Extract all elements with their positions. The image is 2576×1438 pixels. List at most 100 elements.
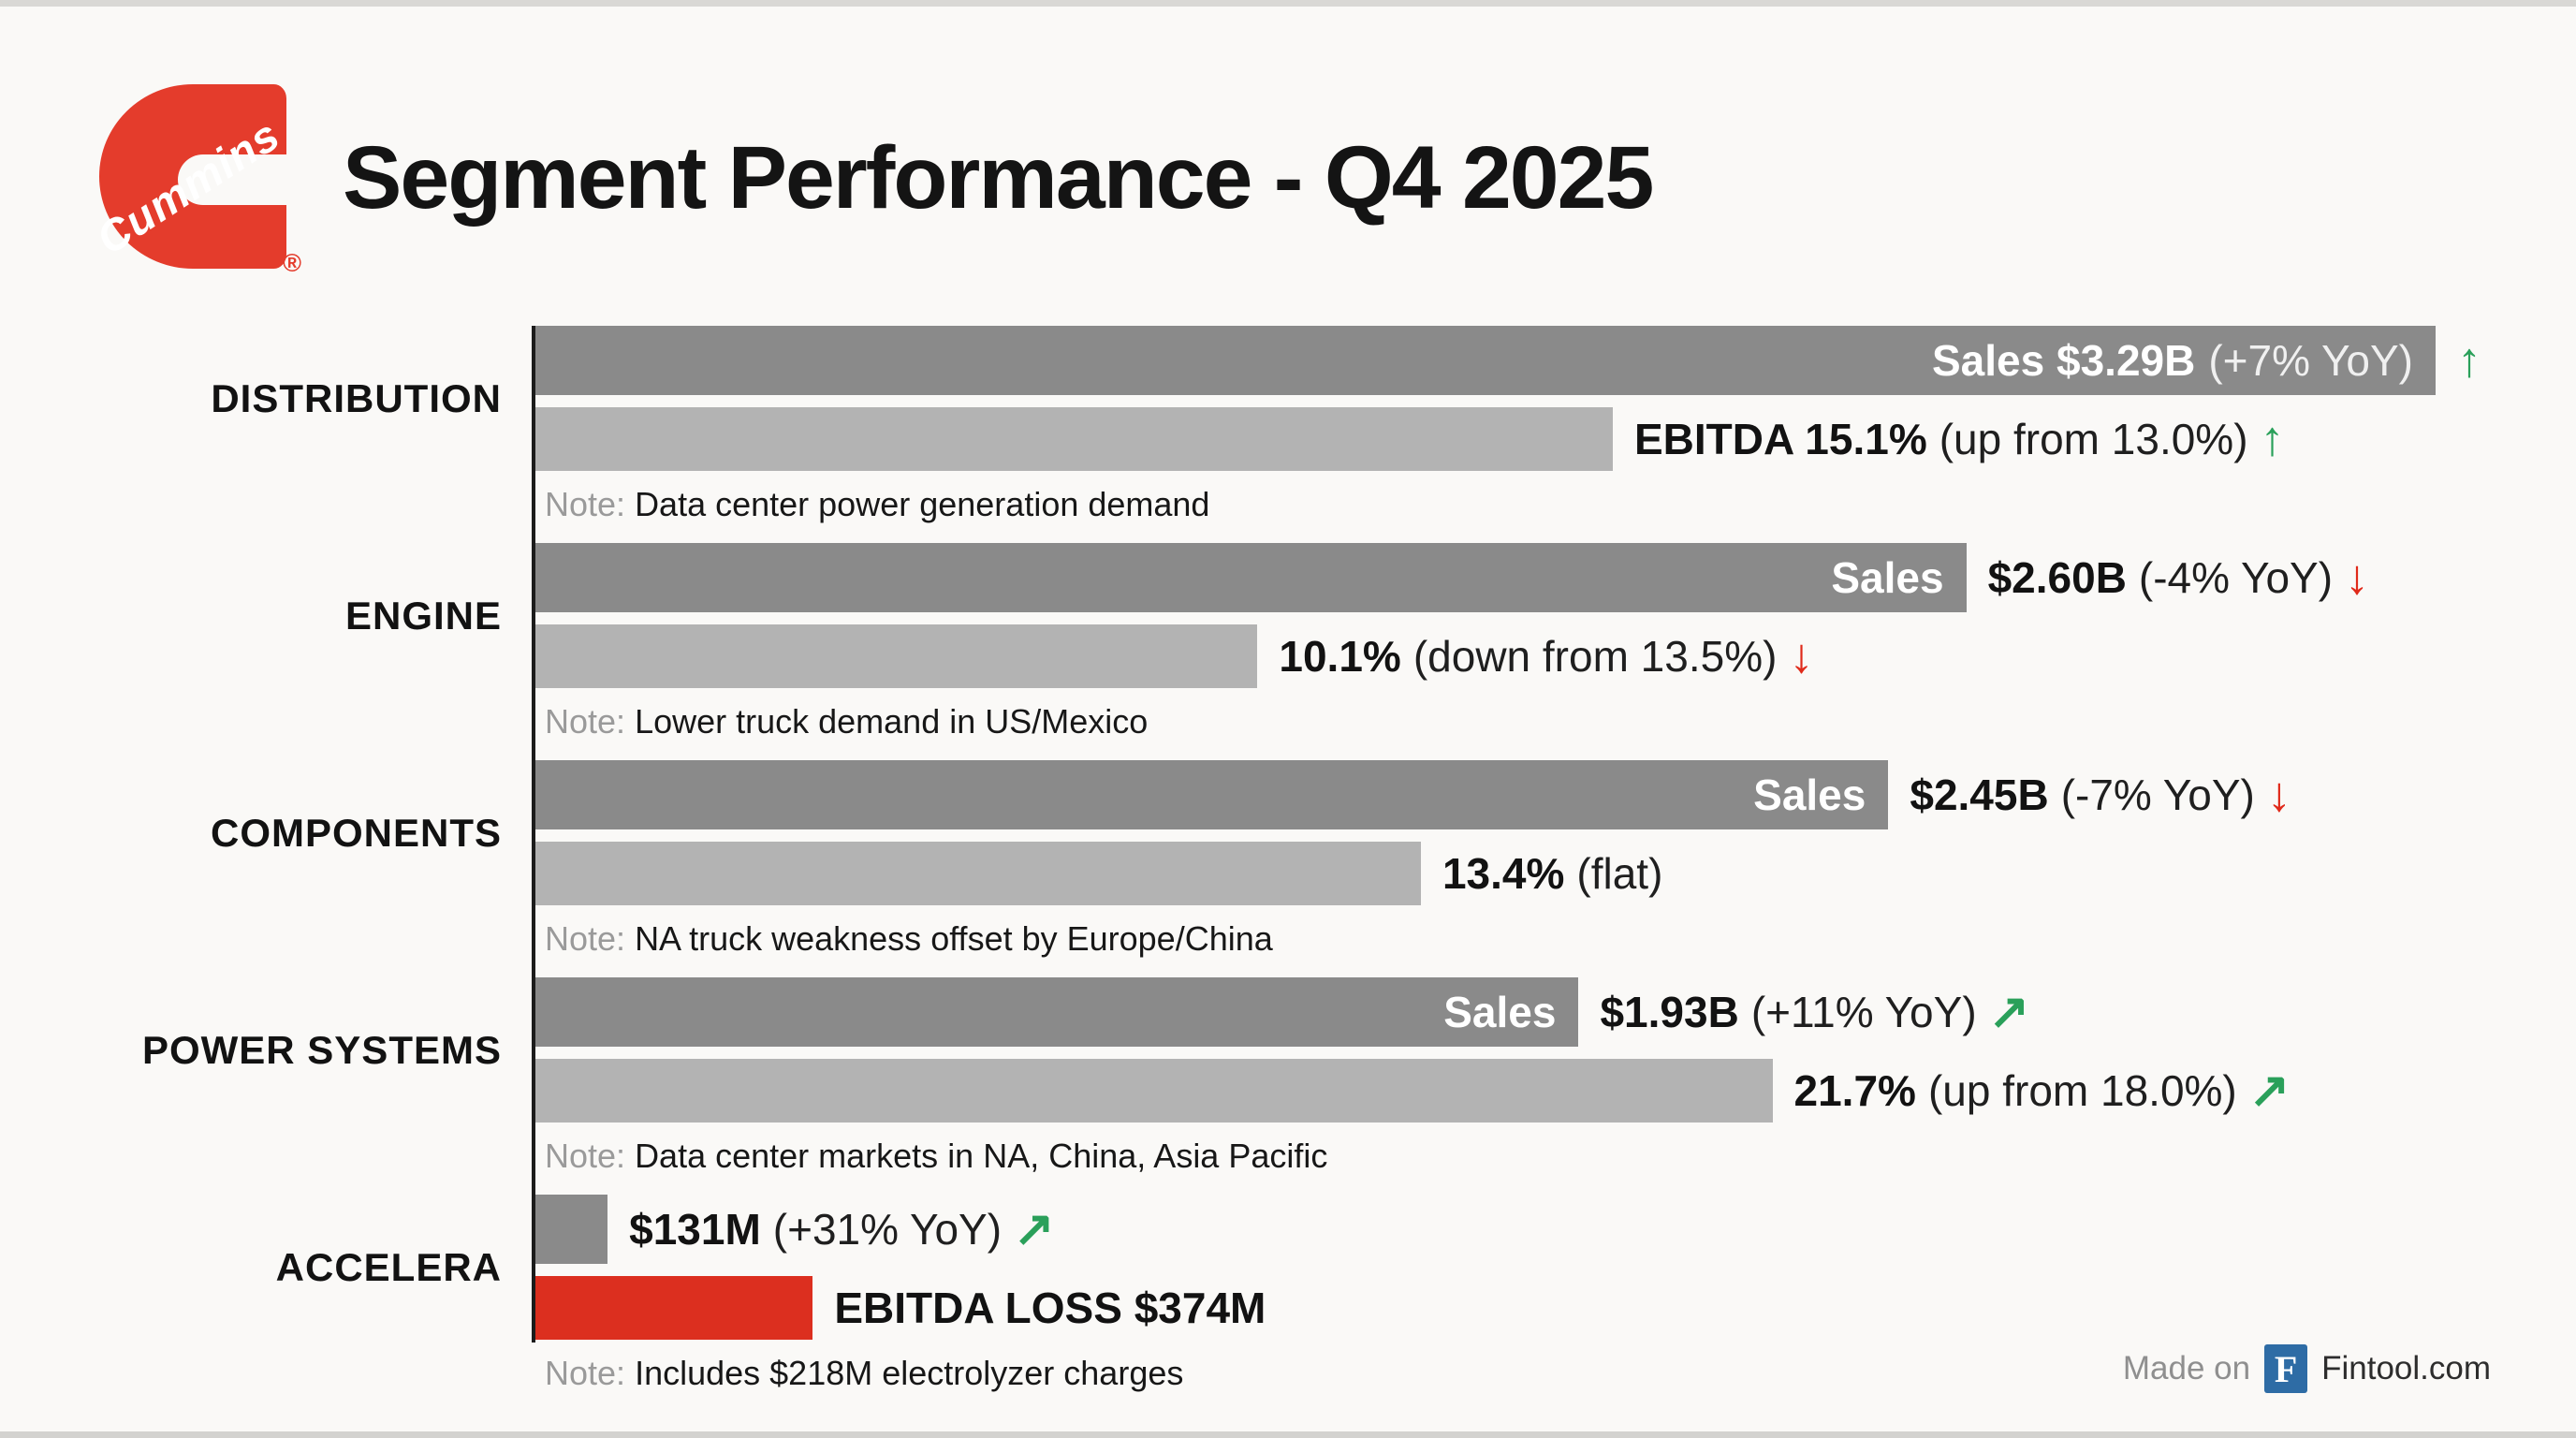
ebitda-bar (535, 624, 1258, 688)
logo-c-slot (178, 154, 288, 206)
arrow-up-icon: ↑ (2457, 333, 2481, 388)
ebitda-bar (535, 407, 1613, 471)
fintool-logo-icon[interactable]: F (2264, 1344, 2308, 1393)
segment-label: POWER SYSTEMS (141, 1027, 502, 1072)
ebitda-bar (535, 1276, 813, 1340)
ebitda-change: (flat) (1576, 849, 1663, 898)
ebitda-bar (535, 842, 1421, 905)
axis-line (532, 326, 535, 1343)
arrow-down-icon: ↓ (2345, 550, 2370, 605)
sales-bar-inside-label: Sales (1831, 552, 1943, 603)
sales-bar-row: $131M (+31% YoY) ↗ (535, 1195, 2436, 1264)
sales-yoy: (-4% YoY) (2138, 553, 2334, 602)
ebitda-value: EBITDA 15.1% (1634, 415, 1927, 463)
segment-label: ENGINE (344, 593, 502, 638)
sales-bar-inside-label: Sales (1443, 987, 1556, 1037)
ebitda-bar (535, 1059, 1773, 1123)
chart-rows: DISTRIBUTION Sales $3.29B (+7% YoY) ↑ (0, 326, 2576, 1394)
sales-inside-secondary: (+7% YoY) (2208, 336, 2413, 385)
sales-inside-bold: Sales $3.29B (1932, 336, 2196, 385)
page-title: Segment Performance - Q4 2025 (343, 128, 1654, 227)
ebitda-outside-label: 13.4% (flat) (1442, 848, 1662, 899)
segment-bars: Sales $2.60B (-4% YoY) ↓ 10.1% (down fr (535, 543, 2576, 742)
segment-label: ACCELERA (275, 1244, 502, 1289)
note-prefix: Note: (545, 1354, 626, 1392)
arrow-down-icon: ↓ (2266, 768, 2291, 822)
sales-inside-bold: Sales (1831, 553, 1944, 602)
note-text: Includes $218M electrolyzer charges (635, 1354, 1184, 1392)
sales-outside-label: $2.45B (-7% YoY) ↓ (1910, 770, 2291, 820)
footer-attribution: Made on F Fintool.com (2123, 1344, 2491, 1393)
arrow-up-right-icon: ↗ (2248, 1064, 2291, 1118)
sales-value: $1.93B (1600, 988, 1739, 1036)
arrow-up-right-icon: ↗ (1014, 1202, 1055, 1256)
segment-row: DISTRIBUTION Sales $3.29B (+7% YoY) ↑ (0, 326, 2576, 525)
ebitda-value: EBITDA LOSS $374M (834, 1284, 1266, 1332)
note-prefix: Note: (545, 485, 626, 523)
sales-bar-row: Sales $2.45B (-7% YoY) ↓ (535, 760, 2436, 829)
sales-bar: Sales (535, 543, 1967, 612)
bottom-edge-divider (0, 1431, 2576, 1438)
segment-note: Note: Lower truck demand in US/Mexico (535, 701, 2436, 742)
registered-mark-icon: ® (283, 249, 301, 277)
sales-yoy: (+31% YoY) (772, 1205, 1003, 1254)
sales-bar-row: Sales $1.93B (+11% YoY) ↗ (535, 977, 2436, 1047)
sales-outside-label: $1.93B (+11% YoY) ↗ (1600, 987, 2029, 1037)
sales-yoy: (-7% YoY) (2060, 770, 2255, 819)
segment-bars: Sales $1.93B (+11% YoY) ↗ 21.7% (up fro (535, 977, 2576, 1177)
segment-performance-chart: DISTRIBUTION Sales $3.29B (+7% YoY) ↑ (0, 326, 2576, 1412)
ebitda-bar-row: EBITDA 15.1% (up from 13.0%) ↑ (535, 407, 2436, 471)
segment-row: POWER SYSTEMS Sales $1.93B (+11% YoY) ↗ (0, 977, 2576, 1177)
cummins-logo: Cummins ® (88, 84, 301, 277)
sales-outside-label: ↑ (2457, 336, 2481, 385)
top-edge-divider (0, 0, 2576, 7)
segment-bars: Sales $3.29B (+7% YoY) ↑ EBITDA 15.1% (535, 326, 2576, 525)
note-prefix: Note: (545, 1137, 626, 1175)
ebitda-change: (up from 18.0%) (1927, 1066, 2237, 1115)
note-text: NA truck weakness offset by Europe/China (635, 919, 1273, 958)
sales-bar-row: Sales $2.60B (-4% YoY) ↓ (535, 543, 2436, 612)
note-text: Data center power generation demand (635, 485, 1210, 523)
sales-yoy: (+11% YoY) (1750, 988, 1977, 1036)
ebitda-change: (down from 13.5%) (1412, 632, 1778, 681)
segment-row: ENGINE Sales $2.60B (-4% YoY) ↓ (0, 543, 2576, 742)
sales-bar: Sales (535, 977, 1579, 1047)
note-prefix: Note: (545, 702, 626, 741)
arrow-down-icon: ↓ (1789, 629, 1814, 683)
sales-value: $2.45B (1910, 770, 2049, 819)
ebitda-value: 21.7% (1793, 1066, 1916, 1115)
ebitda-outside-label: 10.1% (down from 13.5%) ↓ (1279, 631, 1813, 682)
sales-bar-inside-label: Sales $3.29B (+7% YoY) (1932, 335, 2413, 386)
sales-outside-label: $131M (+31% YoY) ↗ (629, 1204, 1054, 1255)
ebitda-outside-label: 21.7% (up from 18.0%) ↗ (1794, 1065, 2291, 1116)
segment-note: Note: Includes $218M electrolyzer charge… (535, 1353, 2436, 1394)
sales-bar-inside-label: Sales (1753, 770, 1866, 820)
ebitda-bar-row: EBITDA LOSS $374M (535, 1276, 2436, 1340)
segment-row: COMPONENTS Sales $2.45B (-7% YoY) ↓ (0, 760, 2576, 960)
ebitda-bar-row: 21.7% (up from 18.0%) ↗ (535, 1059, 2436, 1123)
segment-label: DISTRIBUTION (211, 375, 502, 420)
segment-note: Note: NA truck weakness offset by Europe… (535, 918, 2436, 960)
made-on-label: Made on (2122, 1350, 2251, 1387)
segment-bars: $131M (+31% YoY) ↗ EBITDA LOSS $374M Not… (535, 1195, 2576, 1394)
arrow-up-right-icon: ↗ (1988, 985, 2030, 1039)
sales-value: $2.60B (1987, 553, 2127, 602)
ebitda-outside-label: EBITDA LOSS $374M (834, 1283, 1266, 1333)
segment-bars: Sales $2.45B (-7% YoY) ↓ 13.4% (flat) (535, 760, 2576, 960)
note-prefix: Note: (545, 919, 626, 958)
sales-bar: Sales $3.29B (+7% YoY) (535, 326, 2436, 395)
segment-label: COMPONENTS (210, 810, 502, 855)
ebitda-value: 10.1% (1279, 632, 1401, 681)
segment-row: ACCELERA $131M (+31% YoY) ↗ EBITDA (0, 1195, 2576, 1394)
arrow-up-icon: ↑ (2260, 412, 2285, 466)
sales-bar-row: Sales $3.29B (+7% YoY) ↑ (535, 326, 2481, 395)
sales-outside-label: $2.60B (-4% YoY) ↓ (1988, 552, 2369, 603)
fintool-link[interactable]: Fintool.com (2321, 1350, 2491, 1387)
ebitda-change: (up from 13.0%) (1939, 415, 2248, 463)
sales-inside-bold: Sales (1753, 770, 1866, 819)
segment-note: Note: Data center power generation deman… (535, 484, 2436, 525)
ebitda-bar-row: 10.1% (down from 13.5%) ↓ (535, 624, 2436, 688)
sales-inside-bold: Sales (1443, 988, 1557, 1036)
ebitda-value: 13.4% (1442, 849, 1565, 898)
